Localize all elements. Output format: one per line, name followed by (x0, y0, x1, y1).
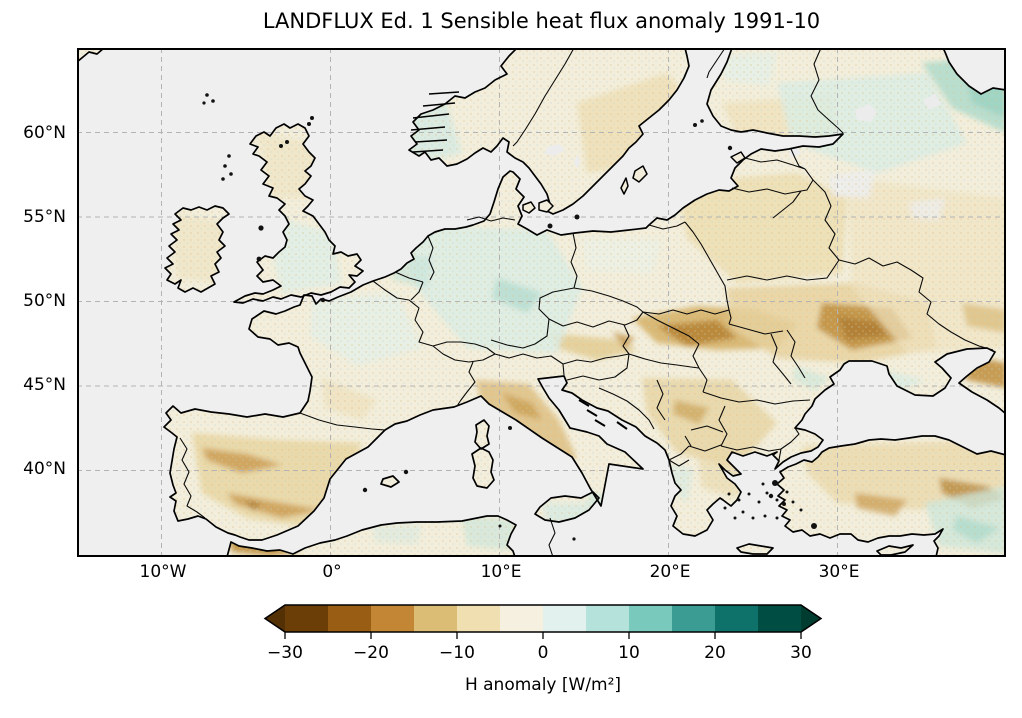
lon-tick-label: 0° (322, 562, 342, 582)
colorbar-ticks (284, 632, 802, 639)
colorbar-over-arrow (801, 605, 821, 632)
colorbar-segment (629, 605, 672, 632)
colorbar-segment (543, 605, 586, 632)
colorbar-segment (457, 605, 500, 632)
colorbar-segment (586, 605, 629, 632)
lat-tick-label: 60°N (23, 123, 66, 143)
colorbar-tick-label: 10 (618, 643, 640, 663)
plot-title: LANDFLUX Ed. 1 Sensible heat flux anomal… (262, 9, 821, 33)
europe-map-svg (77, 48, 1006, 557)
lat-tick-label: 55°N (23, 207, 66, 227)
adriatic-islets (578, 399, 628, 430)
country-borders (179, 48, 994, 557)
lon-tick-label: 20°E (649, 562, 691, 582)
colorbar-segment (758, 605, 801, 632)
colorbar-under-arrow (265, 605, 285, 632)
colorbar-segment (414, 605, 457, 632)
colorbar-segment (285, 605, 328, 632)
lon-tick-label: 30°E (818, 562, 860, 582)
small-islands (202, 93, 817, 541)
fjord-lines (410, 91, 460, 153)
colorbar-tick-label: 20 (704, 643, 726, 663)
colorbar-segment (500, 605, 543, 632)
plot-frame (77, 48, 1006, 557)
lat-tick-label: 40°N (23, 459, 66, 479)
colorbar-tick-label: −20 (353, 643, 389, 663)
lon-tick-label: 10°E (480, 562, 522, 582)
lat-tick-label: 50°N (23, 291, 66, 311)
colorbar-unit-label: H anomaly [W/m²] (465, 675, 621, 695)
colorbar-tick-labels: −30 −20 −10 0 10 20 30 (267, 643, 812, 663)
lat-tick-label: 45°N (23, 375, 66, 395)
colorbar-tick-label: −30 (267, 643, 303, 663)
colorbar-segment (715, 605, 758, 632)
graticule (77, 48, 1006, 557)
danish-baltic-islands (522, 151, 746, 214)
colorbar-segments (265, 605, 821, 632)
colorbar-segment (672, 605, 715, 632)
colorbar-tick-label: 30 (790, 643, 812, 663)
map-plot (77, 48, 1006, 557)
colorbar-segment (328, 605, 371, 632)
colorbar-tick-label: −10 (439, 643, 475, 663)
colorbar-segment (371, 605, 414, 632)
colorbar-tick-label: 0 (538, 643, 549, 663)
colorbar: −30 −20 −10 0 10 20 30 H anomaly [W/m²] (263, 604, 823, 695)
lon-tick-label: 10°W (139, 562, 187, 582)
